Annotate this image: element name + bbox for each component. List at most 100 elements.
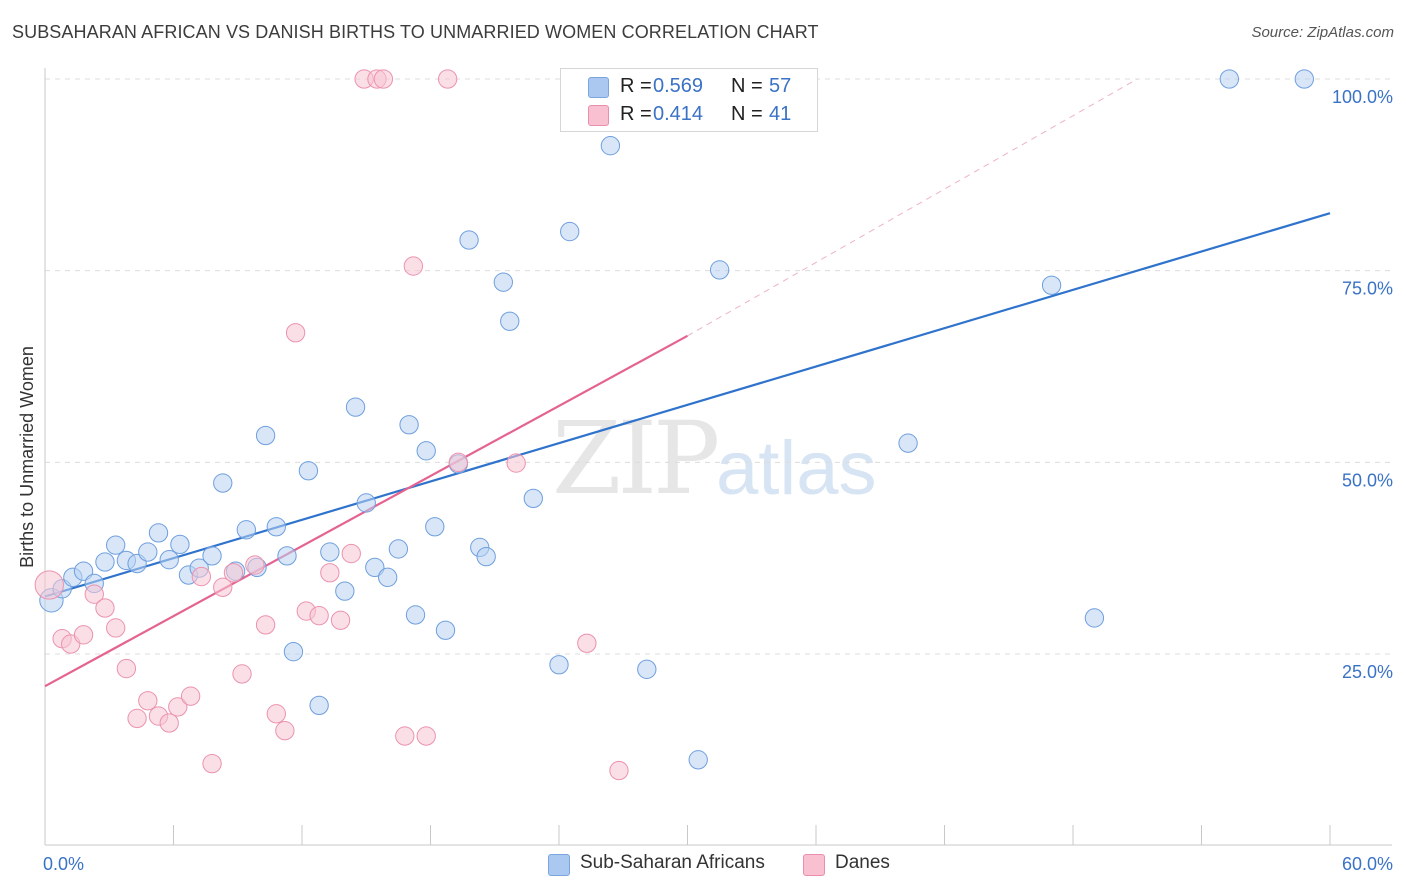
point-subsaharan [500,311,520,331]
point-danes [320,563,340,583]
point-subsaharan [320,542,340,562]
point-subsaharan [637,659,657,679]
point-subsaharan [476,546,496,567]
chart-title: SUBSAHARAN AFRICAN VS DANISH BIRTHS TO U… [12,22,819,42]
y-tick-label: 100.0% [1332,87,1393,107]
point-subsaharan [378,567,398,587]
point-subsaharan [345,397,366,417]
point-danes [416,726,436,746]
point-danes [168,697,188,717]
watermark-atlas: atlas [716,426,877,511]
point-danes [73,625,94,645]
point-danes [577,633,597,653]
legend-swatch-subsaharan [588,77,609,98]
point-subsaharan [73,561,94,581]
legend-n-label: N = [731,75,763,97]
point-subsaharan [1294,69,1314,89]
point-danes [191,566,212,587]
legend-r-value: 0.569 [653,75,704,97]
axes [44,68,1392,846]
point-subsaharan [170,534,190,555]
series-legend-swatch [803,854,825,876]
point-danes [232,664,252,684]
point-subsaharan [399,415,419,435]
point-subsaharan [416,441,436,461]
series-legend: Sub-Saharan Africans Danes [0,852,1406,878]
point-subsaharan [600,136,621,156]
point-danes [245,555,265,575]
legend-r-label: R = [620,75,652,97]
point-subsaharan [335,581,355,601]
point-subsaharan [435,620,456,640]
point-subsaharan [236,520,256,540]
point-subsaharan [425,517,445,537]
point-subsaharan [266,517,286,537]
point-subsaharan [1041,275,1062,295]
source-note: Source: ZipAtlas.com [1251,24,1394,41]
point-subsaharan [493,272,513,292]
point-danes [202,753,222,774]
y-tick-label: 50.0% [1342,470,1393,490]
point-subsaharan [560,221,580,242]
legend-n-value: 41 [769,103,792,125]
point-subsaharan [106,535,126,555]
point-danes [116,658,137,679]
point-danes [285,323,306,343]
point-danes [309,606,329,626]
point-danes [437,69,458,89]
point-subsaharan [388,539,409,559]
axis-labels: 25.0% 50.0% 75.0% 100.0% 0.0% 60.0% Births to … [17,87,1393,874]
point-subsaharan [298,461,319,481]
point-danes [180,686,201,706]
x-tick-label: 0.0% [43,854,84,874]
point-danes [506,453,526,473]
point-subsaharan [1219,69,1240,89]
point-subsaharan [709,260,730,280]
point-danes [95,598,115,618]
y-tick-label: 75.0% [1342,279,1393,299]
point-subsaharan [309,695,329,716]
point-subsaharan [405,605,426,625]
point-subsaharan [277,546,297,566]
legend-r-value: 0.414 [653,103,704,125]
series-legend-label: Sub-Saharan Africans [580,852,765,873]
point-subsaharan [1084,608,1105,628]
point-danes [275,721,295,741]
point-danes [609,760,629,781]
legend-swatch-danes [588,105,609,126]
x-tick-label: 60.0% [1342,854,1393,874]
point-subsaharan [148,523,169,543]
point-danes [138,691,158,711]
point-subsaharan [138,542,158,562]
point-subsaharan [688,750,708,770]
y-axis-title: Births to Unmarried Women [17,346,37,568]
point-subsaharan [549,655,569,675]
point-subsaharan [459,230,479,250]
point-danes [127,708,147,729]
point-danes [395,726,415,746]
data-points [34,69,1314,781]
series-legend-swatch [548,854,570,876]
point-subsaharan [255,425,276,446]
point-danes [330,610,351,630]
trend-extension-danes [687,78,1138,337]
point-subsaharan [356,493,376,513]
point-danes [84,584,104,604]
legend-n-label: N = [731,103,763,125]
point-danes [448,452,469,473]
point-danes [223,563,244,583]
point-danes [341,543,361,564]
point-danes [213,577,233,597]
legend-n-value: 57 [769,75,792,97]
legend-row-subsaharan: R = 0.569 N = 57 [561,73,817,101]
point-subsaharan [213,473,233,493]
point-danes [159,713,179,733]
point-danes [403,256,424,276]
point-subsaharan [202,546,222,566]
trend-lines [44,78,1331,688]
point-subsaharan [898,433,918,453]
point-subsaharan [523,488,543,509]
point-danes [266,704,286,724]
point-subsaharan [283,642,304,662]
